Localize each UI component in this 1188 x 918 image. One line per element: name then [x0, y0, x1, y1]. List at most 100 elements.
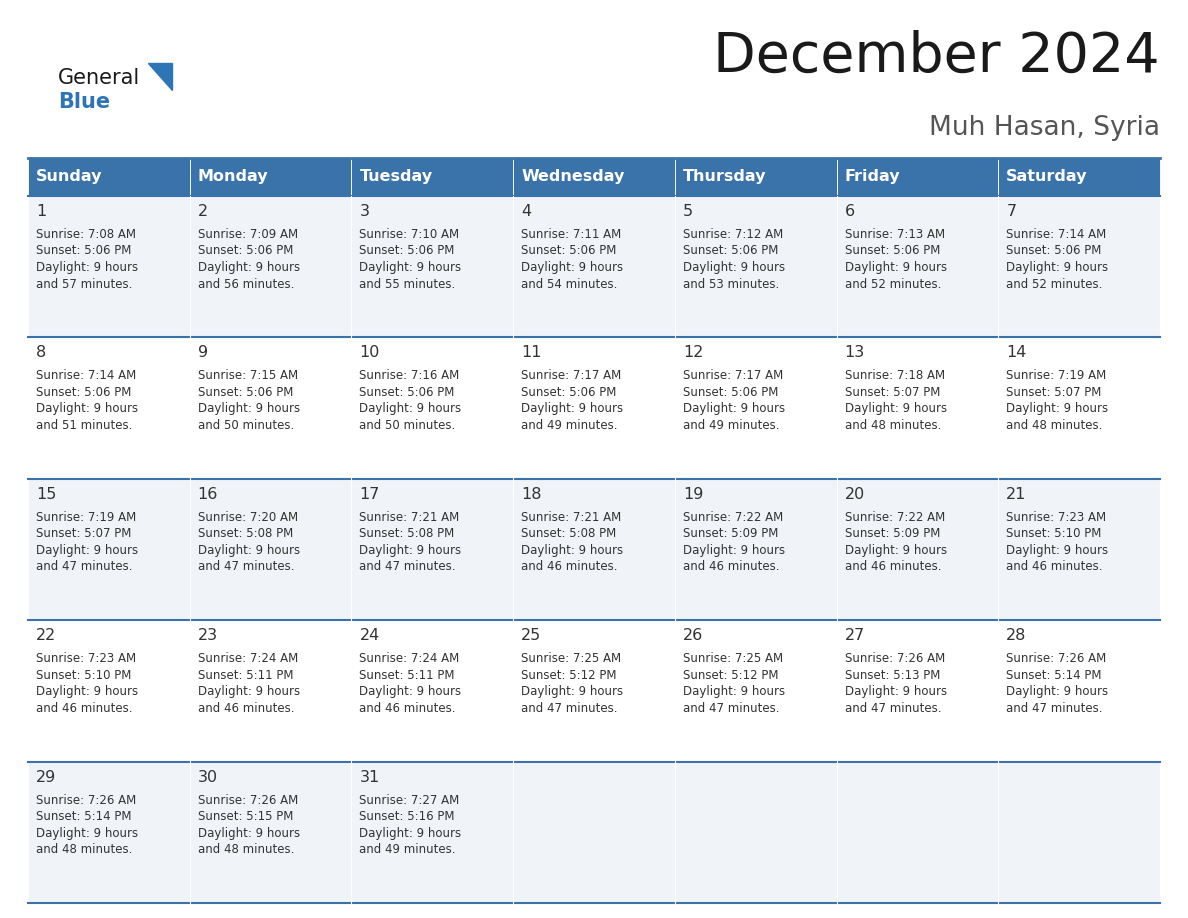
Text: and 47 minutes.: and 47 minutes. — [845, 701, 941, 715]
Bar — [29, 621, 190, 762]
Text: Sunrise: 7:17 AM: Sunrise: 7:17 AM — [683, 369, 783, 383]
Text: General: General — [58, 68, 140, 88]
Bar — [513, 158, 675, 196]
Text: Sunrise: 7:14 AM: Sunrise: 7:14 AM — [1006, 228, 1106, 241]
Text: Daylight: 9 hours: Daylight: 9 hours — [36, 685, 138, 699]
Text: Sunset: 5:06 PM: Sunset: 5:06 PM — [36, 244, 132, 258]
Text: 2: 2 — [197, 204, 208, 219]
Text: and 51 minutes.: and 51 minutes. — [36, 419, 132, 431]
Bar — [836, 479, 998, 621]
Text: and 55 minutes.: and 55 minutes. — [360, 277, 456, 290]
Text: Sunrise: 7:26 AM: Sunrise: 7:26 AM — [36, 793, 137, 807]
Text: Daylight: 9 hours: Daylight: 9 hours — [197, 261, 299, 274]
Text: Daylight: 9 hours: Daylight: 9 hours — [197, 402, 299, 416]
Bar — [513, 621, 675, 762]
Bar — [352, 621, 513, 762]
Text: and 47 minutes.: and 47 minutes. — [36, 560, 133, 574]
Text: Sunset: 5:06 PM: Sunset: 5:06 PM — [197, 244, 293, 258]
Text: Daylight: 9 hours: Daylight: 9 hours — [360, 261, 462, 274]
Text: Daylight: 9 hours: Daylight: 9 hours — [1006, 543, 1108, 557]
Text: 12: 12 — [683, 345, 703, 361]
Text: Daylight: 9 hours: Daylight: 9 hours — [197, 685, 299, 699]
Text: Thursday: Thursday — [683, 170, 766, 185]
Bar — [675, 762, 836, 903]
Text: 3: 3 — [360, 204, 369, 219]
Text: Sunset: 5:15 PM: Sunset: 5:15 PM — [197, 810, 293, 823]
Text: Sunrise: 7:22 AM: Sunrise: 7:22 AM — [683, 510, 783, 524]
Text: 11: 11 — [522, 345, 542, 361]
Text: Sunset: 5:14 PM: Sunset: 5:14 PM — [1006, 668, 1101, 682]
Bar — [190, 196, 352, 338]
Bar — [836, 196, 998, 338]
Text: Daylight: 9 hours: Daylight: 9 hours — [522, 402, 624, 416]
Text: Daylight: 9 hours: Daylight: 9 hours — [683, 402, 785, 416]
Text: Sunset: 5:11 PM: Sunset: 5:11 PM — [197, 668, 293, 682]
Text: and 57 minutes.: and 57 minutes. — [36, 277, 132, 290]
Text: 29: 29 — [36, 769, 56, 785]
Text: Sunrise: 7:10 AM: Sunrise: 7:10 AM — [360, 228, 460, 241]
Text: 16: 16 — [197, 487, 219, 502]
Text: Sunrise: 7:21 AM: Sunrise: 7:21 AM — [360, 510, 460, 524]
Bar — [836, 762, 998, 903]
Text: Daylight: 9 hours: Daylight: 9 hours — [36, 543, 138, 557]
Text: Sunrise: 7:11 AM: Sunrise: 7:11 AM — [522, 228, 621, 241]
Text: Sunrise: 7:24 AM: Sunrise: 7:24 AM — [360, 652, 460, 666]
Text: and 47 minutes.: and 47 minutes. — [360, 560, 456, 574]
Bar — [190, 762, 352, 903]
Text: Sunrise: 7:14 AM: Sunrise: 7:14 AM — [36, 369, 137, 383]
Text: 31: 31 — [360, 769, 380, 785]
Text: and 49 minutes.: and 49 minutes. — [360, 843, 456, 856]
Text: 22: 22 — [36, 628, 56, 644]
Text: Sunrise: 7:12 AM: Sunrise: 7:12 AM — [683, 228, 783, 241]
Text: Daylight: 9 hours: Daylight: 9 hours — [845, 685, 947, 699]
Text: Sunrise: 7:26 AM: Sunrise: 7:26 AM — [845, 652, 944, 666]
Text: 26: 26 — [683, 628, 703, 644]
Text: Daylight: 9 hours: Daylight: 9 hours — [197, 543, 299, 557]
Text: Sunset: 5:08 PM: Sunset: 5:08 PM — [522, 527, 617, 541]
Bar — [998, 762, 1159, 903]
Text: Sunset: 5:06 PM: Sunset: 5:06 PM — [36, 386, 132, 399]
Text: Sunrise: 7:19 AM: Sunrise: 7:19 AM — [36, 510, 137, 524]
Text: Sunset: 5:07 PM: Sunset: 5:07 PM — [1006, 386, 1101, 399]
Text: Daylight: 9 hours: Daylight: 9 hours — [1006, 685, 1108, 699]
Text: 19: 19 — [683, 487, 703, 502]
Text: 1: 1 — [36, 204, 46, 219]
Bar — [190, 158, 352, 196]
Text: 28: 28 — [1006, 628, 1026, 644]
Text: and 48 minutes.: and 48 minutes. — [197, 843, 295, 856]
Text: and 46 minutes.: and 46 minutes. — [522, 560, 618, 574]
Text: Sunset: 5:13 PM: Sunset: 5:13 PM — [845, 668, 940, 682]
Bar — [675, 479, 836, 621]
Text: Sunday: Sunday — [36, 170, 102, 185]
Bar — [675, 621, 836, 762]
Bar — [190, 479, 352, 621]
Text: Sunset: 5:09 PM: Sunset: 5:09 PM — [845, 527, 940, 541]
Text: Sunrise: 7:13 AM: Sunrise: 7:13 AM — [845, 228, 944, 241]
Bar — [998, 479, 1159, 621]
Text: and 49 minutes.: and 49 minutes. — [683, 419, 779, 431]
Text: 7: 7 — [1006, 204, 1017, 219]
Text: Sunrise: 7:08 AM: Sunrise: 7:08 AM — [36, 228, 135, 241]
Text: Daylight: 9 hours: Daylight: 9 hours — [845, 261, 947, 274]
Polygon shape — [148, 63, 172, 90]
Text: and 49 minutes.: and 49 minutes. — [522, 419, 618, 431]
Bar — [29, 158, 190, 196]
Bar — [675, 338, 836, 479]
Text: and 54 minutes.: and 54 minutes. — [522, 277, 618, 290]
Text: Sunset: 5:10 PM: Sunset: 5:10 PM — [1006, 527, 1101, 541]
Bar — [998, 621, 1159, 762]
Text: and 56 minutes.: and 56 minutes. — [197, 277, 295, 290]
Text: Saturday: Saturday — [1006, 170, 1088, 185]
Text: Sunset: 5:09 PM: Sunset: 5:09 PM — [683, 527, 778, 541]
Text: Daylight: 9 hours: Daylight: 9 hours — [197, 826, 299, 840]
Text: Sunset: 5:07 PM: Sunset: 5:07 PM — [845, 386, 940, 399]
Bar — [352, 479, 513, 621]
Text: Sunrise: 7:09 AM: Sunrise: 7:09 AM — [197, 228, 298, 241]
Bar — [352, 158, 513, 196]
Text: 8: 8 — [36, 345, 46, 361]
Text: Sunrise: 7:19 AM: Sunrise: 7:19 AM — [1006, 369, 1106, 383]
Text: and 52 minutes.: and 52 minutes. — [1006, 277, 1102, 290]
Bar — [29, 762, 190, 903]
Text: Sunrise: 7:27 AM: Sunrise: 7:27 AM — [360, 793, 460, 807]
Bar — [190, 621, 352, 762]
